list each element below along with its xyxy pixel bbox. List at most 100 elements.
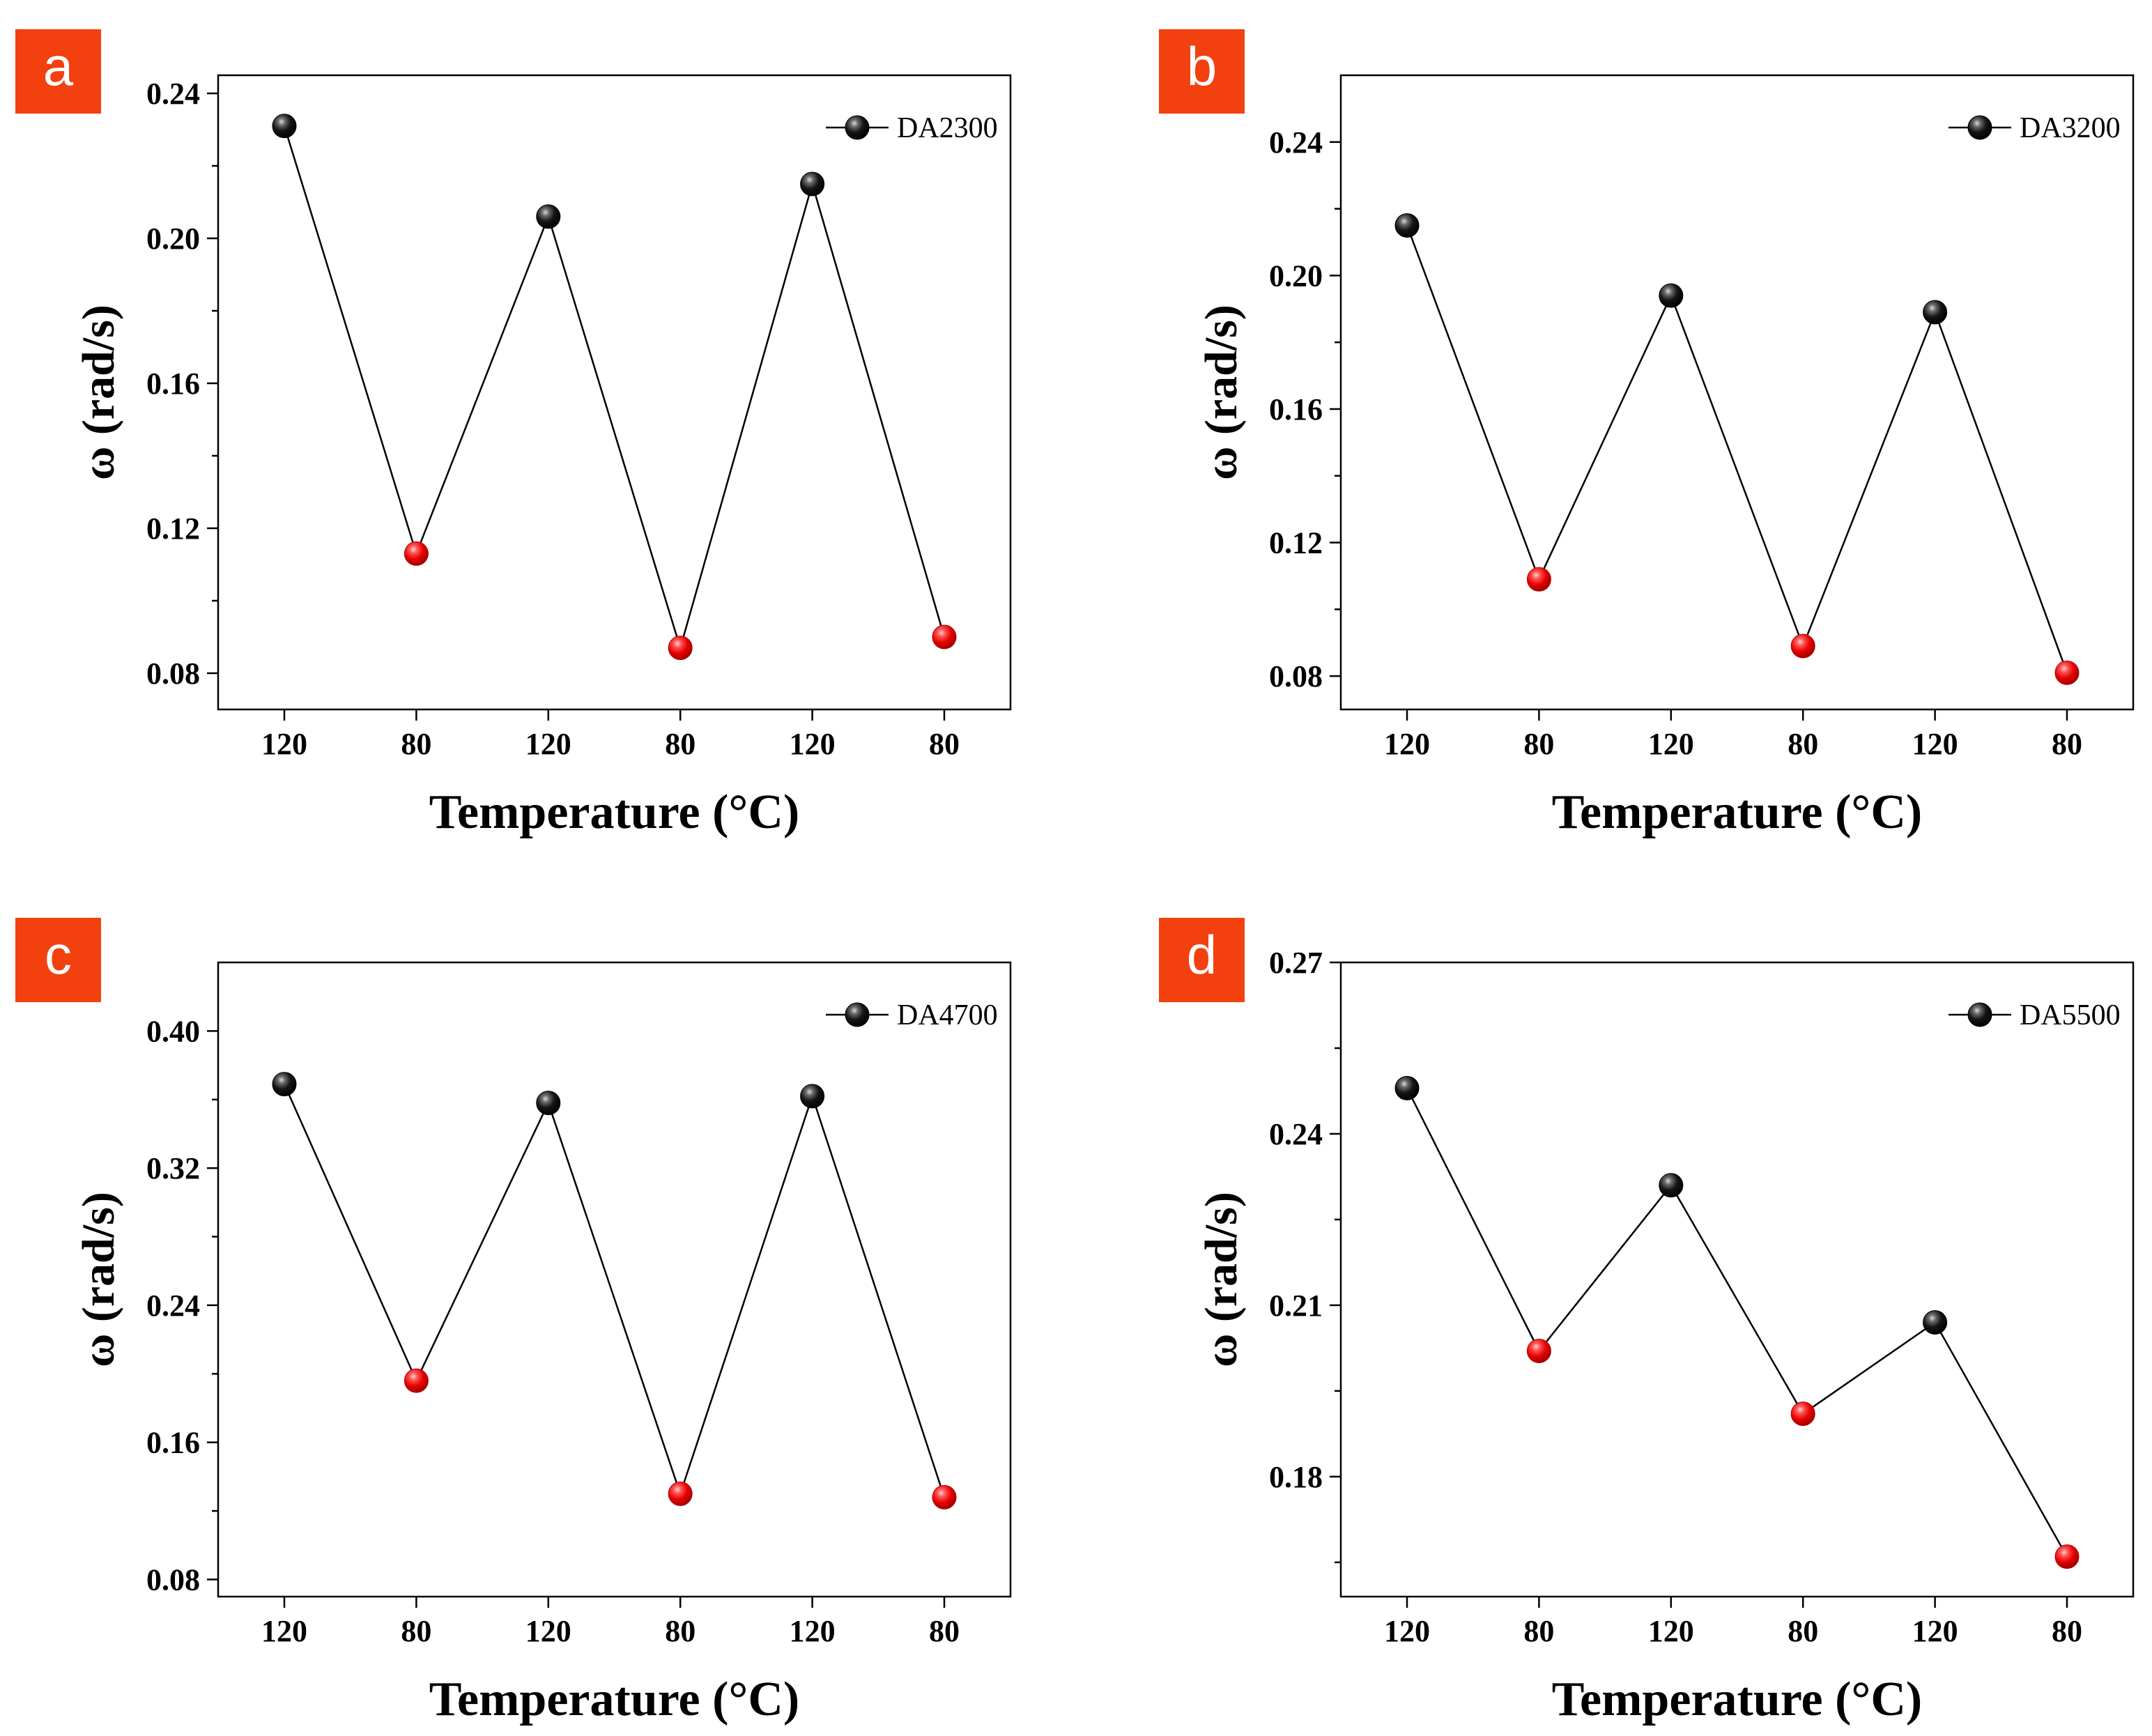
data-point-80 xyxy=(932,1484,957,1510)
y-tick-label: 0.20 xyxy=(1269,259,1323,293)
y-tick-label: 0.16 xyxy=(146,1426,200,1460)
series-line xyxy=(283,1084,946,1498)
x-tick-label: 120 xyxy=(1912,727,1958,761)
plot-frame xyxy=(1339,961,2135,1598)
legend-marker xyxy=(1967,115,1992,140)
panel-label-box xyxy=(1159,29,1245,114)
x-tick-label: 80 xyxy=(929,1614,960,1648)
data-point-120 xyxy=(536,204,561,229)
x-axis-title: Temperature (°C) xyxy=(1552,1673,1923,1726)
y-tick-label: 0.21 xyxy=(1269,1289,1323,1323)
x-tick-label: 120 xyxy=(1384,1614,1430,1648)
chart-panel-b: b 0.08 0.12 0.16 0.20 0.24 120 80 120 80 120 80 Temp… xyxy=(1159,29,2135,839)
y-tick-label: 0.12 xyxy=(146,512,200,546)
x-tick-label: 80 xyxy=(401,1614,431,1648)
y-tick-label: 0.24 xyxy=(1269,125,1323,160)
x-axis-title: Temperature (°C) xyxy=(429,785,800,839)
legend-marker xyxy=(1967,1002,1992,1027)
legend-label: DA2300 xyxy=(897,112,998,144)
series-line xyxy=(1406,1087,2068,1558)
y-tick-label: 0.16 xyxy=(146,367,200,401)
data-point-120 xyxy=(1659,283,1684,308)
panel-label-box xyxy=(15,918,101,1002)
x-tick-label: 80 xyxy=(1523,727,1554,761)
series-line xyxy=(1406,225,2068,673)
y-axis-title: ω (rad/s) xyxy=(1196,305,1247,480)
x-tick-label: 80 xyxy=(1788,727,1818,761)
x-tick-label: 120 xyxy=(1912,1614,1958,1648)
data-point-80 xyxy=(1790,633,1815,659)
x-tick-label: 80 xyxy=(2052,1614,2082,1648)
data-point-80 xyxy=(668,1481,693,1506)
x-tick-label: 120 xyxy=(525,727,571,761)
data-point-80 xyxy=(932,624,957,650)
x-tick-label: 80 xyxy=(665,727,695,761)
x-tick-label: 80 xyxy=(2052,727,2082,761)
data-point-80 xyxy=(1790,1401,1815,1427)
data-point-120 xyxy=(1659,1173,1684,1198)
y-tick-label: 0.32 xyxy=(146,1151,200,1185)
x-tick-label: 120 xyxy=(261,1614,307,1648)
x-tick-label: 120 xyxy=(525,1614,571,1648)
legend-marker xyxy=(845,115,870,140)
data-point-120 xyxy=(1923,1309,1948,1335)
y-tick-label: 0.24 xyxy=(1269,1117,1323,1151)
x-tick-label: 80 xyxy=(929,727,960,761)
plot-frame xyxy=(1339,74,2135,711)
chart-panel-c: c 0.08 0.16 0.24 0.32 0.40 120 80 120 80 120 80 Temp… xyxy=(15,918,1012,1726)
panel-label: c xyxy=(45,924,72,985)
data-point-120 xyxy=(1394,1075,1420,1100)
chart-panel-a: a 0.08 0.12 0.16 0.20 0.24 120 80 120 80 120 80 Temp… xyxy=(15,29,1012,839)
legend-marker xyxy=(845,1002,870,1027)
y-tick-label: 0.40 xyxy=(146,1014,200,1048)
x-tick-label: 80 xyxy=(1523,1614,1554,1648)
data-point-80 xyxy=(2054,660,2080,685)
panel-label-box xyxy=(15,29,101,114)
x-axis-title: Temperature (°C) xyxy=(1552,785,1923,839)
x-tick-label: 80 xyxy=(401,727,431,761)
data-point-80 xyxy=(2054,1544,2080,1569)
legend-label: DA5500 xyxy=(2020,999,2121,1031)
y-tick-label: 0.24 xyxy=(146,1289,200,1323)
data-point-120 xyxy=(536,1091,561,1116)
data-point-120 xyxy=(1394,213,1420,238)
data-point-120 xyxy=(1923,300,1948,325)
y-tick-label: 0.18 xyxy=(1269,1460,1323,1494)
panel-label: a xyxy=(43,36,74,97)
series-line xyxy=(283,125,946,652)
plot-frame xyxy=(217,74,1012,711)
panel-label-box xyxy=(1159,918,1245,1002)
data-point-80 xyxy=(404,541,429,566)
legend-label: DA3200 xyxy=(2020,112,2121,144)
x-tick-label: 80 xyxy=(665,1614,695,1648)
data-point-80 xyxy=(404,1368,429,1393)
y-axis-title: ω (rad/s) xyxy=(1196,1192,1247,1367)
data-point-120 xyxy=(272,114,297,139)
y-tick-label: 0.12 xyxy=(1269,526,1323,560)
y-tick-label: 0.27 xyxy=(1269,946,1323,980)
data-point-80 xyxy=(668,636,693,661)
data-point-80 xyxy=(1526,567,1551,592)
data-point-120 xyxy=(800,171,825,197)
data-point-120 xyxy=(800,1084,825,1109)
x-tick-label: 120 xyxy=(261,727,307,761)
x-tick-label: 120 xyxy=(790,727,836,761)
y-axis-title: ω (rad/s) xyxy=(73,1192,124,1367)
y-tick-label: 0.08 xyxy=(1269,659,1323,693)
x-tick-label: 120 xyxy=(1384,727,1430,761)
x-axis-title: Temperature (°C) xyxy=(429,1673,800,1726)
data-point-120 xyxy=(272,1072,297,1097)
data-point-80 xyxy=(1526,1338,1551,1363)
x-tick-label: 120 xyxy=(1648,727,1694,761)
x-tick-label: 80 xyxy=(1788,1614,1818,1648)
y-tick-label: 0.08 xyxy=(146,1562,200,1597)
x-tick-label: 120 xyxy=(1648,1614,1694,1648)
y-axis-title: ω (rad/s) xyxy=(73,305,124,480)
legend-label: DA4700 xyxy=(897,999,998,1031)
y-tick-label: 0.20 xyxy=(146,222,200,256)
plot-frame xyxy=(217,961,1012,1598)
panel-label: b xyxy=(1187,36,1217,97)
x-tick-label: 120 xyxy=(790,1614,836,1648)
y-tick-label: 0.16 xyxy=(1269,392,1323,427)
